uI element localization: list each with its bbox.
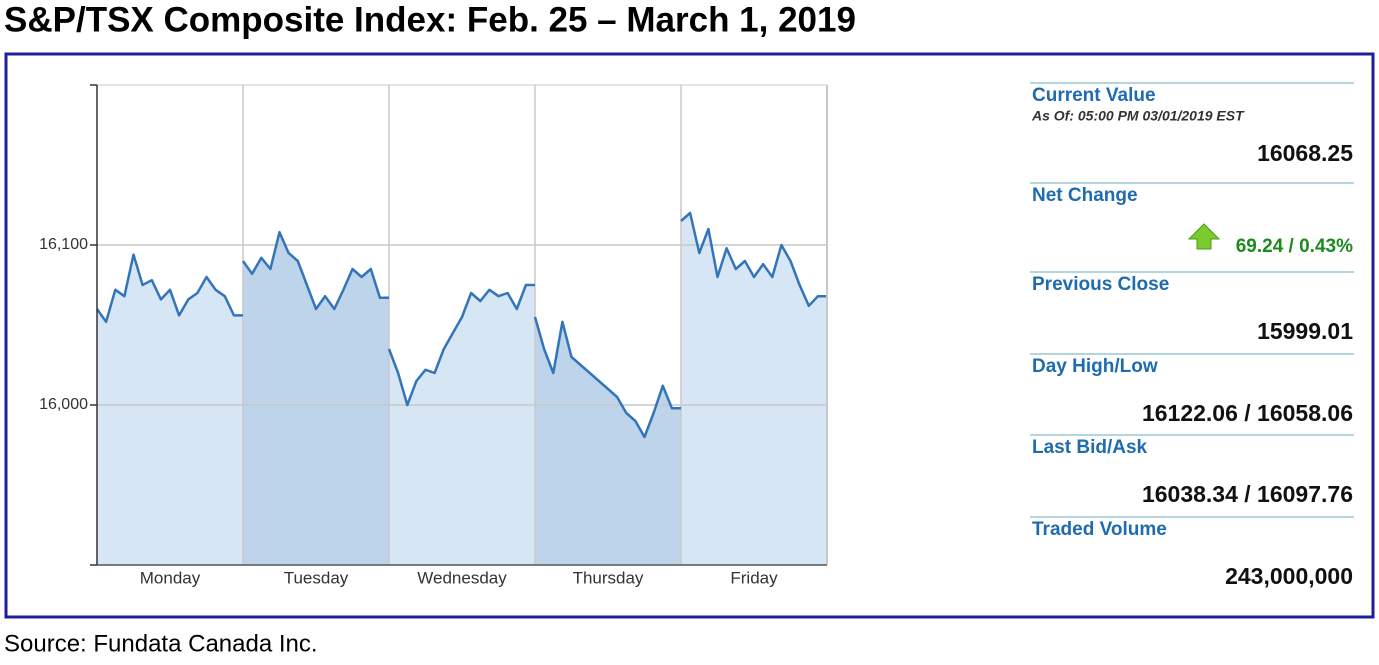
x-tick-label: Friday: [730, 568, 778, 587]
panel-label: Previous Close: [1032, 274, 1169, 295]
panel-value: 16122.06 / 16058.06: [1142, 400, 1353, 426]
price-line: [387, 283, 535, 407]
x-tick-label: Monday: [140, 568, 201, 587]
y-tick-label: 16,000: [39, 396, 88, 413]
panel-value: 69.24 / 0.43%: [1236, 236, 1353, 257]
area: [389, 285, 535, 565]
frame: [4, 52, 1375, 619]
area: [243, 232, 389, 565]
quote-panel: Current Value As Of: 05:00 PM 03/01/2019 …: [1030, 82, 1354, 589]
area: [97, 254, 243, 565]
x-tick-label: Tuesday: [284, 568, 349, 587]
panel-label: Traded Volume: [1032, 519, 1167, 540]
panel-value: 15999.01: [1257, 318, 1353, 344]
change-arrow: [1187, 223, 1221, 250]
price-line: [533, 316, 681, 439]
panel-label: Last Bid/Ask: [1032, 437, 1148, 458]
panel-note: As Of: 05:00 PM 03/01/2019 EST: [1031, 108, 1245, 124]
page-title: S&P/TSX Composite Index: Feb. 25 – March…: [4, 0, 856, 39]
panel-value: 243,000,000: [1225, 563, 1353, 589]
x-tick-label: Wednesday: [417, 568, 507, 587]
source: Source: Fundata Canada Inc.: [4, 630, 318, 657]
x-tick-label: Thursday: [573, 568, 644, 587]
panel-value: 16068.25: [1257, 140, 1353, 166]
price-line: [95, 253, 243, 324]
price-line: [680, 211, 827, 308]
chart: Monday Tuesday Wednesday Thursday Friday 16,0…: [39, 84, 828, 587]
area: [535, 317, 681, 565]
panel-label: Current Value: [1032, 85, 1156, 106]
panel-label: Day High/Low: [1032, 356, 1158, 377]
panel-label: Net Change: [1032, 185, 1138, 206]
area: [681, 213, 827, 565]
y-tick-label: 16,100: [39, 236, 88, 253]
panel-value: 16038.34 / 16097.76: [1142, 481, 1353, 507]
price-line: [241, 230, 389, 311]
